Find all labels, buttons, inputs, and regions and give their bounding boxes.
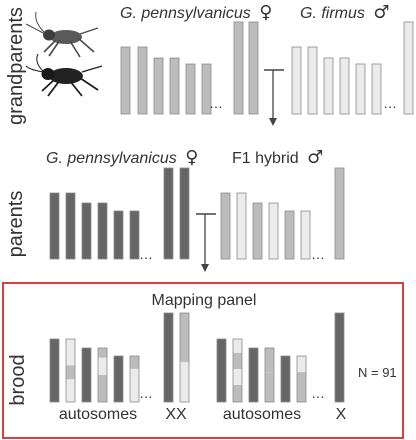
gp-female-species: G. pennsylvanicus	[120, 5, 251, 22]
chromosome-p-female-1	[49, 192, 60, 260]
chromosome-brood-female-5	[113, 355, 124, 403]
autosomes-label-female: autosomes	[59, 406, 137, 423]
ellipsis-gp-male: …	[383, 95, 397, 111]
chromosome-p-male-1	[220, 192, 231, 260]
chromosome-gp-male-5	[355, 63, 366, 115]
chromosome-p-female-6	[129, 210, 140, 260]
cross-symbol-grandparents	[264, 69, 284, 126]
chromosome-brood-female-4	[97, 347, 108, 403]
p-male-header: F1 hybrid ♂	[232, 147, 323, 168]
x-chromosome-brood-female-1	[163, 312, 174, 403]
cross-symbol-parents	[196, 213, 216, 272]
p-female-header: G. pennsylvanicus ♀	[46, 147, 198, 168]
p-male-name: F1 hybrid	[232, 150, 299, 167]
chromosome-gp-male-4	[339, 57, 350, 115]
autosomes-label-male: autosomes	[223, 406, 301, 423]
ellipsis-brood-male: …	[311, 385, 325, 401]
ellipsis-p-female: …	[139, 246, 153, 262]
chromosome-brood-female-3	[81, 347, 92, 403]
cricket-icon-top	[25, 11, 99, 58]
chromosome-gp-male-2	[307, 46, 318, 115]
chromosome-brood-male-4	[264, 347, 275, 403]
x-chromosome-brood-male	[334, 312, 345, 403]
row-label-grandparents: grandparents	[5, 7, 27, 125]
chromosome-gp-male-3	[323, 57, 334, 115]
x-label: X	[336, 406, 347, 423]
chromosome-p-male-3	[252, 202, 263, 260]
x-chromosome-gp-female-1	[233, 21, 244, 115]
mapping-panel-title: Mapping panel	[152, 292, 257, 309]
chromosome-brood-male-3	[248, 347, 259, 403]
x-chromosome-brood-female-2	[179, 312, 190, 403]
x-chromosome-p-female-2	[179, 167, 190, 260]
x-chromosome-gp-female-2	[248, 21, 259, 115]
p-female-species: G. pennsylvanicus	[46, 150, 177, 167]
chromosome-gp-female-2	[137, 46, 148, 115]
chromosome-gp-male-6	[371, 63, 382, 115]
male-symbol-icon: ♂	[373, 2, 389, 23]
gp-female-header: G. pennsylvanicus ♀	[120, 2, 272, 23]
ellipsis-gp-female: …	[209, 95, 223, 111]
chromosome-gp-female-1	[120, 46, 131, 115]
chromosome-brood-male-5	[280, 355, 291, 403]
chromosome-brood-female-1	[49, 338, 60, 403]
row-label-parents: parents	[5, 191, 27, 258]
x-chromosome-p-male	[334, 167, 345, 260]
chromosome-p-female-5	[113, 210, 124, 260]
chromosome-layer	[49, 21, 414, 403]
chromosome-p-male-5	[284, 210, 295, 260]
chromosome-p-male-4	[268, 202, 279, 260]
chromosome-gp-female-5	[185, 63, 196, 115]
sample-size: N = 91	[358, 365, 397, 380]
chromosome-p-female-3	[81, 202, 92, 260]
cricket-icon-bottom	[25, 53, 103, 97]
row-label-brood: brood	[7, 354, 29, 405]
x-chromosome-gp-male	[403, 21, 414, 115]
chromosome-gp-female-3	[153, 57, 164, 115]
ellipsis-brood-female: …	[139, 385, 153, 401]
chromosome-gp-female-6	[201, 63, 212, 115]
chromosome-p-male-2	[236, 192, 247, 260]
male-symbol-icon: ♂	[307, 147, 323, 168]
chromosome-brood-female-2	[65, 338, 76, 403]
gp-male-header: G. firmus ♂	[300, 2, 389, 23]
mapping-panel-box	[2, 282, 404, 439]
xx-label: XX	[165, 406, 187, 423]
chromosome-brood-female-6	[129, 355, 140, 403]
female-symbol-icon: ♀	[185, 147, 198, 168]
chromosome-p-female-4	[97, 202, 108, 260]
chromosome-brood-male-1	[216, 338, 227, 403]
gp-male-species: G. firmus	[300, 5, 365, 22]
chromosome-gp-female-4	[169, 57, 180, 115]
chromosome-brood-male-2	[232, 338, 243, 403]
female-symbol-icon: ♀	[259, 2, 272, 23]
chromosome-gp-male-1	[291, 46, 302, 115]
chromosome-p-male-6	[300, 210, 311, 260]
x-chromosome-p-female-1	[163, 167, 174, 260]
chromosome-p-female-2	[65, 192, 76, 260]
chromosome-brood-male-6	[296, 355, 307, 403]
ellipsis-p-male: …	[311, 246, 325, 262]
